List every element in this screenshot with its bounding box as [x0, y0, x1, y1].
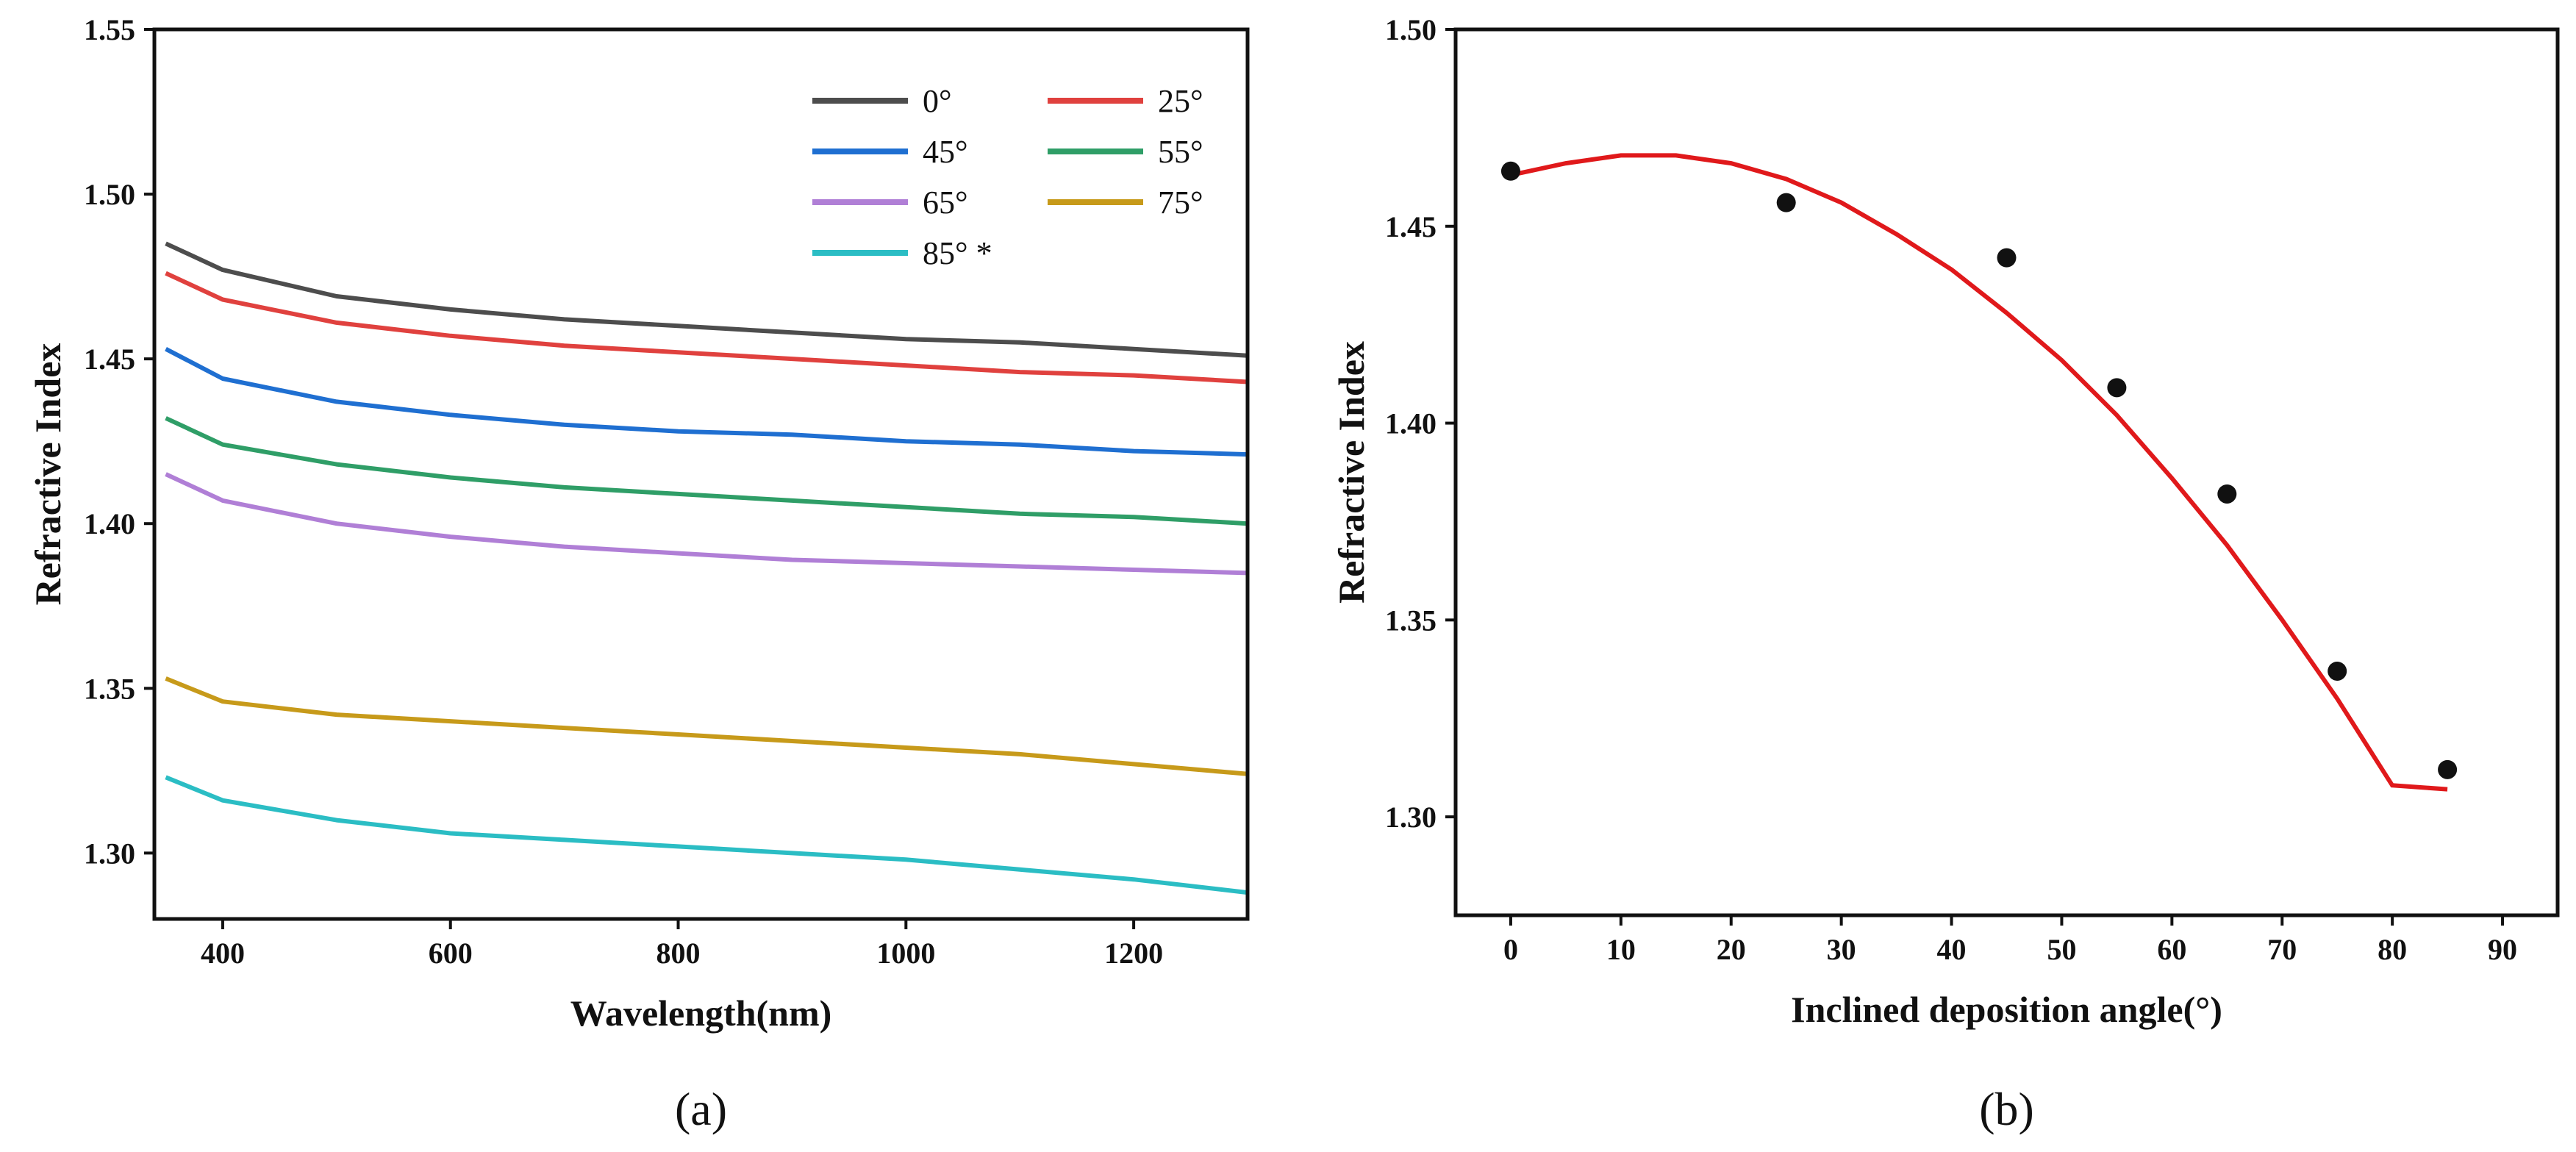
panel-a-y-tick-label: 1.40 — [84, 507, 135, 540]
panel-a-x-tick-label: 600 — [429, 937, 473, 970]
panel-a-x-axis-title: Wavelength(nm) — [570, 992, 832, 1034]
panel-b-data-point — [1500, 161, 1520, 181]
panel-b-data-point — [2217, 484, 2237, 504]
panel-b-data-point — [2328, 661, 2347, 681]
panel-b-fit-curve — [1510, 153, 2448, 792]
panel-b-plot-frame — [1453, 27, 2560, 917]
panel-a-x-tick-label: 1200 — [1104, 937, 1163, 970]
panel-b-x-tick-label: 20 — [1717, 933, 1746, 966]
panel-b-y-axis-title: Refractive Index — [1331, 341, 1372, 604]
panel-b-y-tick-label: 1.50 — [1385, 13, 1437, 46]
panel-b-chart: 0 10 20 30 40 50 60 70 80 901.301.351.401.451.50 … — [1331, 13, 2560, 1135]
panel-b-x-tick-label: 50 — [2047, 933, 2076, 966]
panel-a-label: (a) — [675, 1083, 727, 1135]
panel-b-y-tick-label: 1.35 — [1385, 604, 1437, 637]
panel-b-x-tick-label: 30 — [1827, 933, 1856, 966]
panel-a-y-tick-label: 1.55 — [84, 13, 135, 46]
panel-b-data-points — [1500, 161, 2458, 779]
panel-b-x-tick-label: 70 — [2267, 933, 2297, 966]
panel-a-y-tick-label: 1.50 — [84, 178, 135, 211]
panel-b-data-point — [1997, 248, 2017, 268]
panel-a-x-tick-label: 400 — [201, 937, 245, 970]
legend-label: 85° * — [923, 235, 992, 271]
panel-b-data-point — [2438, 759, 2458, 779]
panel-a-x-tick-label: 800 — [656, 937, 701, 970]
panel-b-y-tick-label: 1.40 — [1385, 407, 1437, 440]
panel-b-x-tick-label: 90 — [2488, 933, 2517, 966]
panel-a-series-line — [165, 416, 1248, 526]
panel-a-series-line — [165, 347, 1248, 457]
panel-b-y-tick-label: 1.30 — [1385, 801, 1437, 834]
panel-b-x-tick-label: 60 — [2157, 933, 2186, 966]
legend-label: 45° — [923, 134, 968, 170]
panel-a-x-tick-label: 1000 — [876, 937, 935, 970]
panel-a-plot-frame — [152, 27, 1250, 921]
panel-a-y-axis-title: Refractive Index — [27, 343, 68, 606]
panel-b-data-point — [1776, 193, 1796, 212]
panel-a-series-line — [165, 676, 1248, 776]
panel-b-x-tick-label: 80 — [2378, 933, 2407, 966]
panel-b-ticks: 0 10 20 30 40 50 60 70 80 90 1.30 1.35 1.40 1.45 1.50 — [1385, 13, 2517, 966]
panel-b-y-tick-label: 1.45 — [1385, 210, 1437, 243]
panel-a-y-tick-label: 1.35 — [84, 672, 135, 705]
panel-a-y-tick-label: 1.45 — [84, 343, 135, 376]
panel-b-x-tick-label: 40 — [1937, 933, 1967, 966]
panel-a-series-line — [165, 472, 1248, 576]
legend-label: 0° — [923, 83, 952, 119]
panel-a-series-line — [165, 271, 1248, 384]
panel-a-series-line — [165, 775, 1248, 895]
panel-b-x-tick-label: 10 — [1606, 933, 1636, 966]
legend-label: 25° — [1158, 83, 1203, 119]
panel-a-series-line — [165, 241, 1248, 358]
panel-b-data-point — [2107, 378, 2127, 398]
panel-b-x-tick-label: 0 — [1503, 933, 1518, 966]
legend-label: 55° — [1158, 134, 1203, 170]
panel-b-label: (b) — [1979, 1083, 2034, 1135]
panel-a-y-tick-label: 1.30 — [84, 837, 135, 870]
panel-b-x-axis-title: Inclined deposition angle(°) — [1791, 989, 2222, 1030]
legend-label: 65° — [923, 185, 968, 221]
legend-label: 75° — [1158, 185, 1203, 221]
panel-a-chart: 400 600 800 1000 1200 1.30 1.35 1.40 1.45 1.50 1.5… — [27, 13, 1250, 1135]
panel-a-series-group — [165, 241, 1248, 895]
panel-a-legend: 0° 25° 45° 55° 65° 75° 85° * — [812, 83, 1203, 271]
